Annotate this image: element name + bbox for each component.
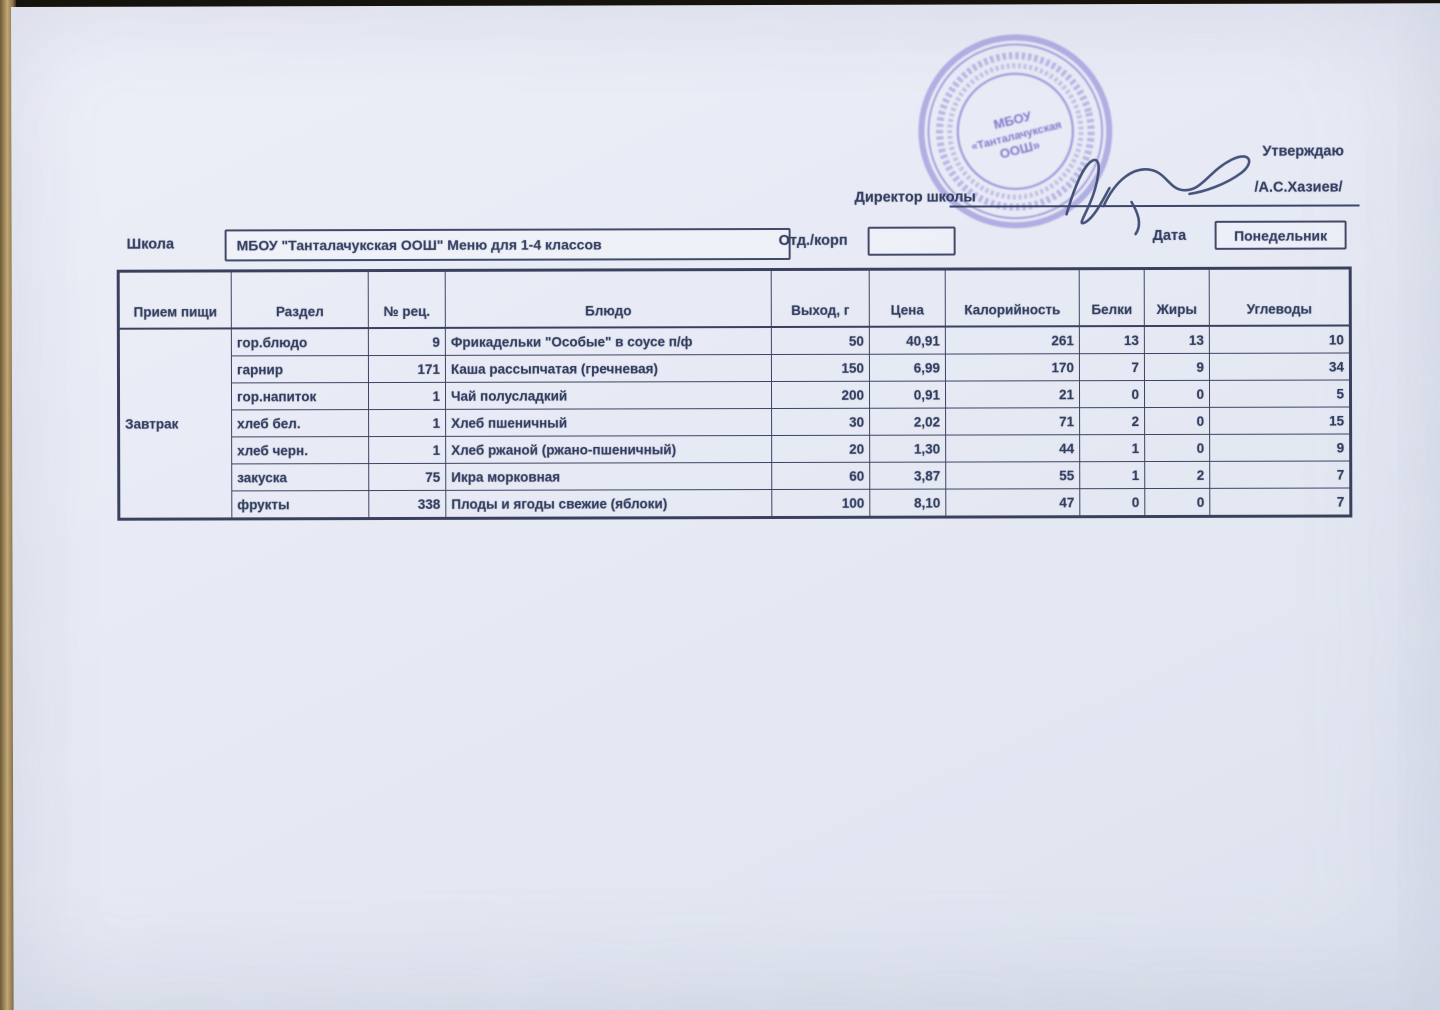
document-content: МБОУ «Танталачукская ООШ» Утверждаю Дире…	[11, 3, 1440, 1010]
kcal-cell: 261	[945, 326, 1080, 355]
section-cell: закуска	[231, 463, 369, 491]
col-header-dish: Блюдо	[445, 269, 772, 328]
kcal-cell: 71	[945, 407, 1080, 436]
weight-cell: 150	[771, 354, 870, 382]
paper-sheet: МБОУ «Танталачукская ООШ» Утверждаю Дире…	[11, 3, 1440, 1010]
protein-cell: 0	[1079, 488, 1145, 517]
school-label: Школа	[126, 236, 175, 253]
date-label: Дата	[1152, 227, 1187, 245]
table-row: закуска 75 Икра морковная 60 3,87 55 1 2…	[119, 460, 1351, 491]
section-cell: хлеб черн.	[231, 436, 369, 464]
weight-cell: 50	[771, 326, 870, 355]
meal-cell: Завтрак	[118, 328, 232, 520]
protein-cell: 1	[1079, 434, 1145, 462]
dish-cell: Хлеб пшеничный	[445, 408, 772, 437]
price-cell: 6,99	[869, 354, 946, 382]
dept-label: Отд./корп	[778, 232, 848, 249]
table-row: Завтрак гор.блюдо 9 Фрикадельки "Особые"…	[118, 325, 1351, 520]
col-header-rec: № рец.	[368, 270, 446, 329]
dish-cell: Икра морковная	[445, 462, 772, 491]
rec-cell: 338	[368, 490, 446, 519]
kcal-cell: 55	[945, 461, 1080, 490]
col-header-protein: Белки	[1079, 268, 1145, 327]
table-row: хлеб бел. 1 Хлеб пшеничный 30 2,02 71 2 …	[119, 406, 1351, 437]
school-stamp-icon: МБОУ «Танталачукская ООШ»	[918, 34, 1113, 229]
section-cell: гарнир	[231, 355, 369, 383]
kcal-cell: 21	[945, 380, 1080, 409]
school-value: МБОУ "Танталачукская ООШ" Меню для 1-4 к…	[236, 236, 602, 254]
col-header-fat: Жиры	[1144, 268, 1210, 327]
rec-cell: 1	[368, 436, 446, 464]
rec-cell: 1	[368, 409, 446, 437]
section-cell: гор.блюдо	[231, 328, 369, 356]
col-header-meal: Прием пищи	[118, 270, 232, 329]
carbs-cell: 7	[1209, 487, 1351, 517]
protein-cell: 13	[1079, 326, 1145, 354]
fat-cell: 0	[1144, 488, 1210, 517]
weight-cell: 60	[771, 462, 870, 490]
protein-cell: 1	[1079, 461, 1145, 489]
signature-icon	[1065, 155, 1251, 236]
menu-table: Прием пищи Раздел № рец. Блюдо Выход, г …	[116, 266, 1353, 521]
table-row: фрукты 338 Плоды и ягоды свежие (яблоки)…	[119, 487, 1351, 519]
rec-cell: 1	[368, 382, 446, 410]
rec-cell: 9	[368, 327, 446, 356]
school-value-field: МБОУ "Танталачукская ООШ" Меню для 1-4 к…	[224, 227, 791, 262]
dish-cell: Чай полусладкий	[445, 381, 772, 410]
weight-cell: 200	[771, 381, 870, 409]
col-header-section: Раздел	[231, 270, 369, 329]
dish-cell: Плоды и ягоды свежие (яблоки)	[445, 489, 772, 519]
carbs-cell: 34	[1209, 352, 1351, 381]
price-cell: 3,87	[869, 462, 946, 490]
price-cell: 0,91	[869, 381, 946, 409]
rec-cell: 75	[368, 463, 446, 491]
weight-cell: 30	[771, 408, 870, 436]
protein-cell: 2	[1079, 407, 1145, 435]
price-cell: 1,30	[869, 435, 946, 463]
date-value-field: Понедельник	[1214, 220, 1347, 250]
dish-cell: Хлеб ржаной (ржано-пшеничный)	[445, 435, 772, 464]
fat-cell: 13	[1144, 325, 1210, 354]
dept-value-field	[867, 226, 956, 256]
dish-cell: Каша рассыпчатая (гречневая)	[445, 354, 772, 383]
carbs-cell: 10	[1209, 325, 1351, 354]
protein-cell: 7	[1079, 353, 1145, 381]
dish-cell: Фрикадельки "Особые" в соусе п/ф	[445, 327, 772, 356]
table-row: гор.напиток 1 Чай полусладкий 200 0,91 2…	[118, 379, 1351, 410]
carbs-cell: 5	[1209, 379, 1351, 408]
header-row: Прием пищи Раздел № рец. Блюдо Выход, г …	[118, 267, 1351, 329]
carbs-cell: 15	[1209, 406, 1351, 435]
section-cell: хлеб бел.	[231, 409, 369, 437]
section-cell: фрукты	[231, 490, 369, 519]
date-value: Понедельник	[1234, 227, 1328, 244]
weight-cell: 100	[771, 489, 870, 518]
weight-cell: 20	[771, 435, 870, 463]
col-header-weight: Выход, г	[771, 269, 870, 328]
table-row: гарнир 171 Каша рассыпчатая (гречневая) …	[118, 352, 1351, 383]
fat-cell: 0	[1144, 434, 1210, 462]
fat-cell: 0	[1144, 407, 1210, 435]
protein-cell: 0	[1079, 380, 1145, 408]
director-label: Директор школы	[854, 189, 976, 206]
col-header-kcal: Калорийность	[945, 268, 1080, 327]
kcal-cell: 170	[945, 353, 1080, 382]
section-cell: гор.напиток	[231, 382, 369, 410]
carbs-cell: 9	[1209, 433, 1351, 462]
kcal-cell: 44	[945, 434, 1080, 463]
table-row: хлеб черн. 1 Хлеб ржаной (ржано-пшеничны…	[119, 433, 1351, 464]
fat-cell: 2	[1144, 461, 1210, 489]
col-header-carbs: Углеводы	[1209, 267, 1351, 326]
fat-cell: 9	[1144, 353, 1210, 381]
kcal-cell: 47	[945, 488, 1080, 518]
price-cell: 40,91	[869, 326, 946, 355]
rec-cell: 171	[368, 355, 446, 383]
price-cell: 8,10	[869, 489, 946, 518]
fat-cell: 0	[1144, 380, 1210, 408]
col-header-price: Цена	[869, 269, 946, 327]
price-cell: 2,02	[869, 408, 946, 436]
carbs-cell: 7	[1209, 460, 1351, 489]
